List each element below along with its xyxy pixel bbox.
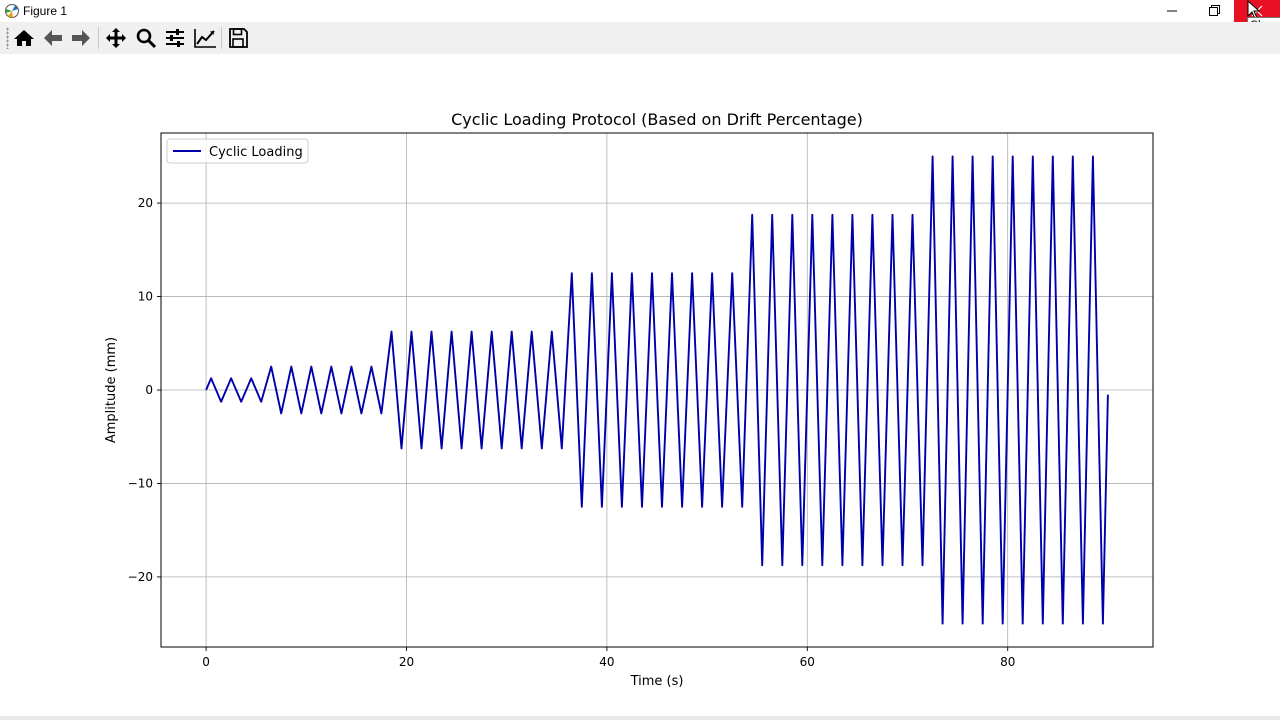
x-tick-label: 0 [202, 655, 210, 669]
forward-button[interactable] [68, 25, 94, 51]
sliders-icon [166, 29, 184, 47]
x-tick-label: 60 [800, 655, 815, 669]
series-line-cyclic-loading [205, 155, 1109, 625]
home-button[interactable] [11, 25, 37, 51]
back-button[interactable] [40, 25, 66, 51]
legend-label-cyclic-loading: Cyclic Loading [209, 145, 303, 160]
matplotlib-icon [5, 4, 19, 18]
chart-title: Cyclic Loading Protocol (Based on Drift … [451, 110, 863, 129]
minimize-button[interactable] [1149, 0, 1195, 22]
legend-box [166, 138, 309, 164]
toolbar-grip[interactable] [6, 27, 9, 49]
arrow-left-icon [44, 30, 62, 46]
window-titlebar: Figure 1 [0, 0, 1280, 22]
restore-button[interactable] [1191, 0, 1237, 22]
status-strip [0, 716, 1280, 720]
y-tick-label: 20 [138, 196, 153, 210]
home-icon [14, 30, 34, 46]
edit-axes-button[interactable] [191, 25, 217, 51]
x-axis-label: Time (s) [630, 674, 684, 689]
y-tick-label: 0 [145, 383, 153, 397]
legend: Cyclic Loading [166, 138, 309, 164]
save-button[interactable] [225, 25, 251, 51]
magnifier-icon [136, 28, 157, 49]
axis-ticks: 0 20 40 60 80 −20 −10 0 10 20 [128, 196, 1016, 669]
navigation-toolbar [0, 22, 1280, 55]
toolbar-separator [98, 27, 99, 49]
move-icon [106, 28, 126, 48]
toolbar-separator [221, 27, 222, 49]
y-tick-label: −20 [128, 570, 153, 584]
x-tick-label: 80 [1000, 655, 1015, 669]
x-tick-label: 20 [399, 655, 414, 669]
configure-subplots-button[interactable] [162, 25, 188, 51]
pan-button[interactable] [103, 25, 129, 51]
floppy-disk-icon [229, 28, 248, 48]
line-chart-icon [194, 29, 216, 48]
x-tick-label: 40 [599, 655, 614, 669]
arrow-right-icon [72, 30, 90, 46]
window-title: Figure 1 [23, 4, 68, 18]
y-tick-label: 10 [138, 290, 153, 304]
zoom-button[interactable] [133, 25, 159, 51]
restore-icon [1209, 5, 1220, 16]
minimize-icon [1167, 10, 1177, 12]
figure-canvas[interactable]: 0 20 40 60 80 −20 −10 0 10 20 Cyclic Loading Prot… [0, 54, 1280, 716]
y-axis-label: Amplitude (mm) [104, 337, 119, 443]
y-tick-label: −10 [128, 476, 153, 490]
